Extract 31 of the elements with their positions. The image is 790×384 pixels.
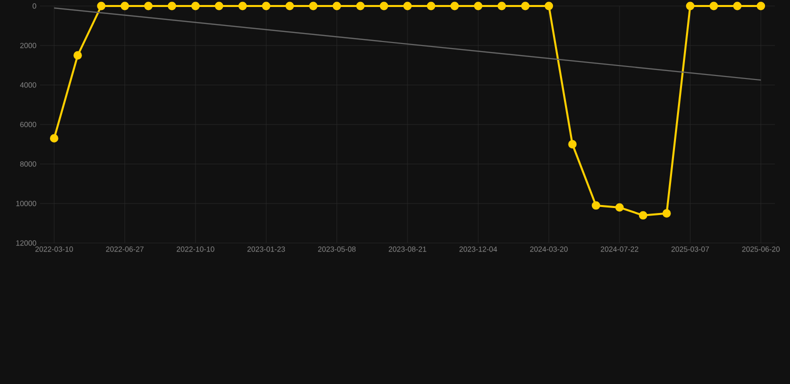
point	[356, 2, 365, 10]
point	[710, 2, 718, 10]
point	[332, 2, 342, 10]
point	[50, 134, 58, 143]
point	[474, 2, 482, 10]
point	[191, 2, 200, 10]
point	[498, 2, 506, 10]
point	[286, 2, 294, 10]
point	[380, 2, 388, 10]
point	[733, 2, 742, 10]
point	[238, 2, 247, 10]
point	[686, 2, 694, 10]
point	[544, 2, 554, 10]
point	[450, 2, 459, 10]
point	[214, 2, 224, 10]
point	[592, 201, 600, 210]
point	[120, 2, 130, 10]
point	[73, 51, 82, 60]
point	[309, 2, 318, 10]
point	[144, 2, 153, 10]
point	[97, 2, 106, 10]
point	[426, 2, 436, 10]
point	[403, 2, 412, 10]
point	[521, 2, 530, 10]
point	[615, 203, 624, 212]
point	[756, 2, 766, 10]
point	[638, 211, 648, 220]
point	[662, 209, 671, 218]
point	[168, 2, 176, 10]
point	[568, 140, 577, 148]
point	[262, 2, 270, 10]
